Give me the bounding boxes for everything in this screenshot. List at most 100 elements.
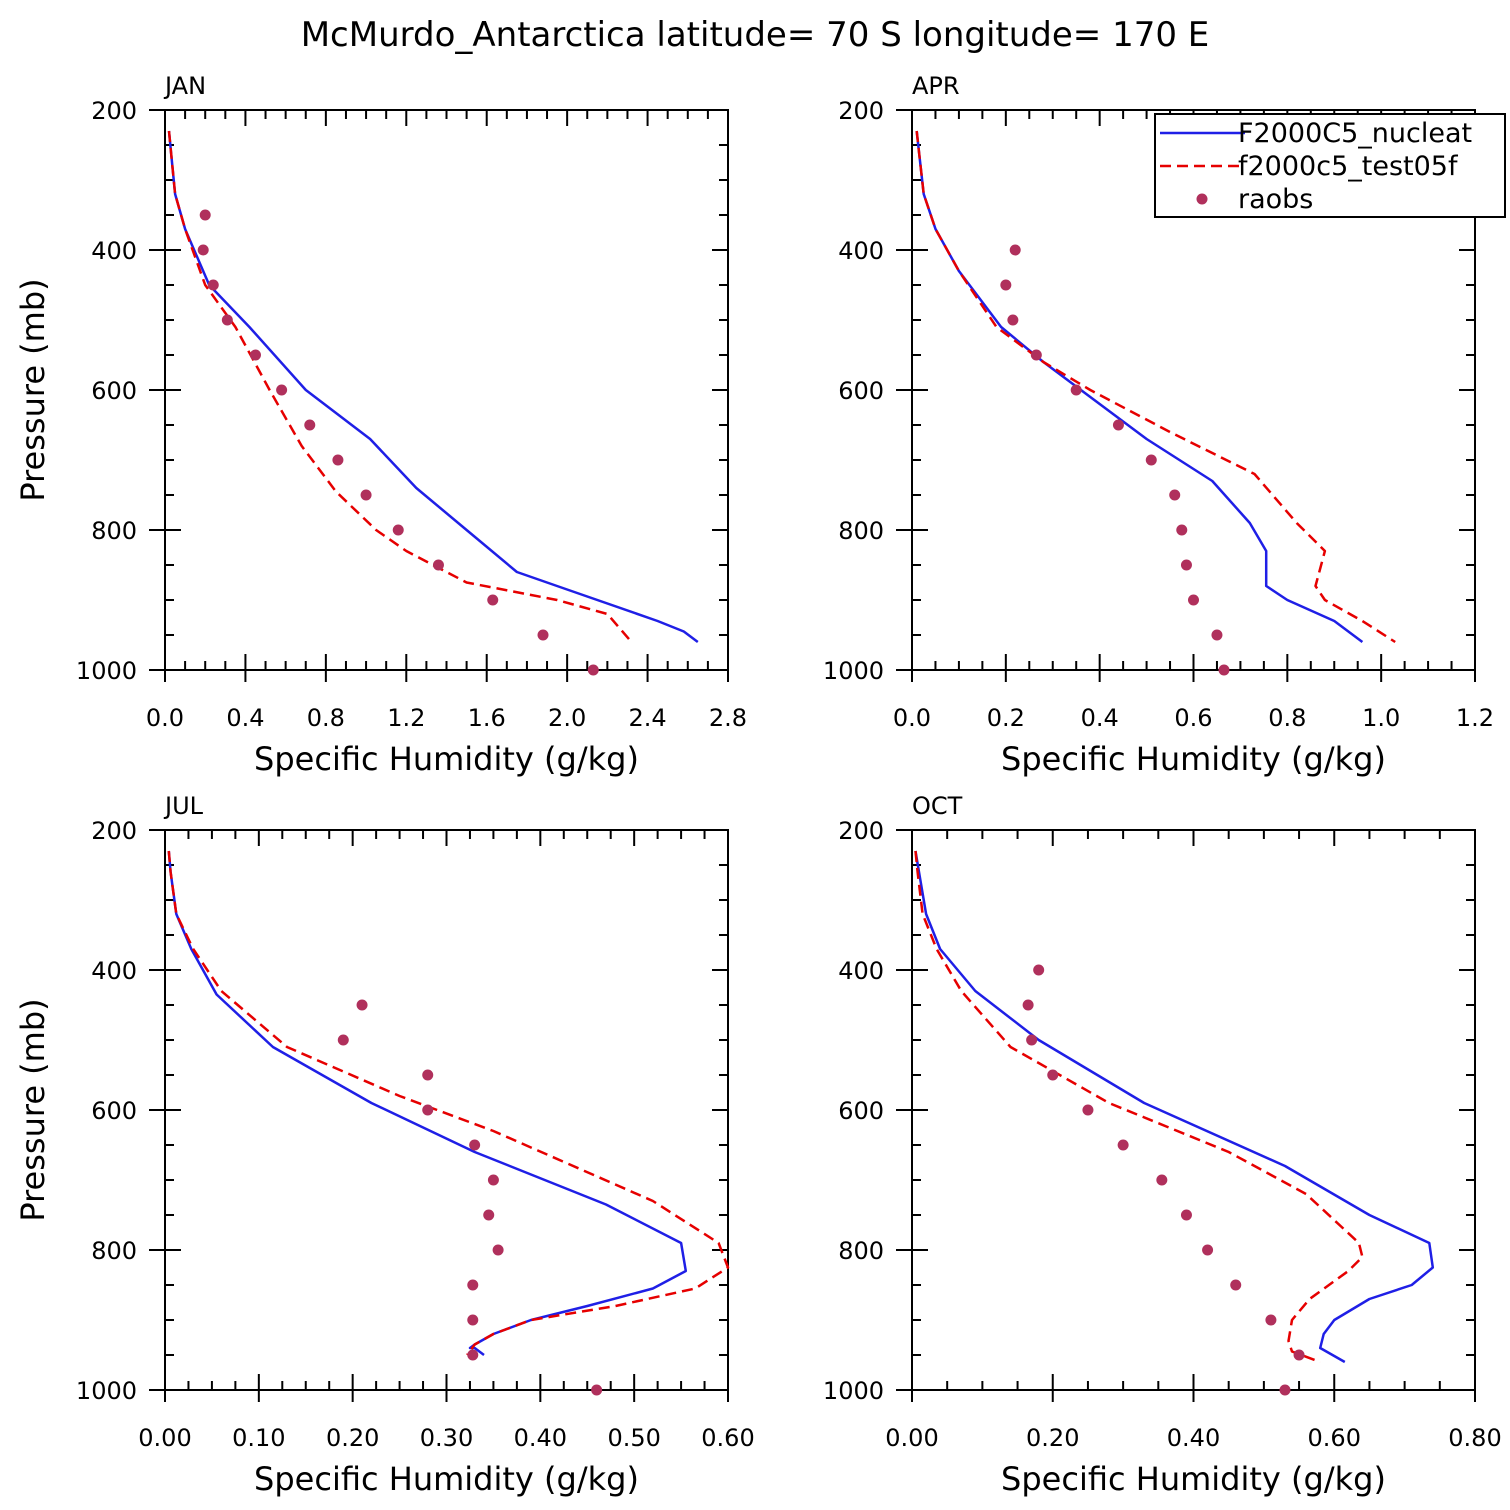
y-tick-label: 600 <box>91 1097 137 1125</box>
y-tick-label: 600 <box>838 1097 884 1125</box>
y-tick-label: 600 <box>838 377 884 405</box>
x-tick-label: 0.0 <box>146 704 184 732</box>
x-tick-label: 1.6 <box>468 704 506 732</box>
raobs-point <box>1293 1349 1305 1361</box>
x-tick-label: 0.80 <box>1448 1424 1501 1452</box>
plot-frame <box>911 829 1476 1391</box>
x-tick-label: 0.30 <box>420 1424 473 1452</box>
panel-jan: JAN 200 400 600 800 1000 0.0 0.4 0.8 1.2 1.6 2.0 2.4… <box>14 72 747 778</box>
raobs-point <box>1156 1174 1168 1186</box>
raobs-point <box>1022 999 1034 1011</box>
raobs-point <box>304 419 316 431</box>
y-axis-label: Pressure (mb) <box>14 278 52 501</box>
legend-label: raobs <box>1238 184 1313 215</box>
y-tick-label: 400 <box>838 237 884 265</box>
series-line-f2000c5-test05f <box>167 850 730 1356</box>
x-tick-label: 0.10 <box>232 1424 285 1452</box>
raobs-point <box>221 314 233 326</box>
x-tick-label: 0.50 <box>607 1424 660 1452</box>
series-line-f2000c5-nucleat <box>914 850 1435 1364</box>
y-tick-label: 400 <box>91 237 137 265</box>
raobs-point <box>467 1314 479 1326</box>
y-tick-label: 400 <box>91 957 137 985</box>
x-tick-label: 0.40 <box>1167 1424 1220 1452</box>
panel-title: JAN <box>163 72 206 100</box>
y-tick-label: 1000 <box>823 1377 884 1405</box>
raobs-point <box>1211 629 1223 641</box>
raobs-point <box>1180 1209 1192 1221</box>
y-tick-label: 1000 <box>76 1377 137 1405</box>
raobs-point <box>1145 454 1157 466</box>
raobs-point <box>537 629 549 641</box>
figure-title: McMurdo_Antarctica latitude= 70 S longit… <box>301 15 1210 55</box>
y-tick-label: 600 <box>91 377 137 405</box>
plot-frame <box>164 109 729 671</box>
x-tick-label: 1.0 <box>1362 704 1400 732</box>
raobs-point <box>1218 664 1230 676</box>
raobs-point <box>1007 314 1019 326</box>
raobs-point <box>422 1069 434 1081</box>
raobs-point <box>467 1279 479 1291</box>
legend-swatch-point <box>1196 193 1208 205</box>
raobs-point <box>249 349 261 361</box>
raobs-point <box>1117 1139 1129 1151</box>
raobs-point <box>199 209 211 221</box>
raobs-point <box>207 279 219 291</box>
raobs-point <box>483 1209 495 1221</box>
raobs-point <box>487 1174 499 1186</box>
raobs-point <box>492 1244 504 1256</box>
raobs-point <box>487 594 499 606</box>
panel-title: APR <box>912 72 960 100</box>
raobs-point <box>469 1139 481 1151</box>
legend-label: F2000C5_nucleat <box>1238 118 1472 149</box>
x-tick-label: 0.4 <box>226 704 264 732</box>
raobs-point <box>1112 419 1124 431</box>
x-tick-label: 2.4 <box>628 704 666 732</box>
y-tick-label: 1000 <box>76 657 137 685</box>
panel-apr: APR 200 400 600 800 1000 0.0 0.2 0.4 0.6 0.8 1.0 1.2… <box>823 72 1494 778</box>
x-tick-label: 0.00 <box>885 1424 938 1452</box>
y-tick-label: 1000 <box>823 657 884 685</box>
raobs-point <box>1070 384 1082 396</box>
x-tick-label: 0.20 <box>1026 1424 1079 1452</box>
series-line-f2000c5-nucleat <box>915 130 1364 644</box>
x-tick-label: 0.8 <box>307 704 345 732</box>
panel-title: OCT <box>912 792 963 820</box>
series-line-f2000c5-test05f <box>914 850 1364 1364</box>
raobs-point <box>467 1349 479 1361</box>
raobs-point <box>1279 1384 1291 1396</box>
raobs-point <box>432 559 444 571</box>
raobs-point <box>1047 1069 1059 1081</box>
raobs-point <box>1265 1314 1277 1326</box>
x-tick-label: 2.0 <box>548 704 586 732</box>
raobs-point <box>1009 244 1021 256</box>
x-axis-label: Specific Humidity (g/kg) <box>1001 1460 1386 1498</box>
raobs-point <box>591 1384 603 1396</box>
legend-label: f2000c5_test05f <box>1238 151 1459 182</box>
raobs-point <box>332 454 344 466</box>
raobs-point <box>276 384 288 396</box>
y-tick-label: 200 <box>91 97 137 125</box>
y-tick-label: 800 <box>838 1237 884 1265</box>
x-axis-label: Specific Humidity (g/kg) <box>254 740 639 778</box>
y-tick-label: 200 <box>91 817 137 845</box>
x-tick-label: 1.2 <box>1456 704 1494 732</box>
series-line-f2000c5-nucleat <box>167 850 688 1356</box>
raobs-point <box>1188 594 1199 606</box>
raobs-point <box>1176 524 1188 536</box>
x-tick-label: 0.00 <box>138 1424 191 1452</box>
raobs-point <box>1030 349 1042 361</box>
panels: JAN 200 400 600 800 1000 0.0 0.4 0.8 1.2 1.6 2.0 2.4… <box>14 72 1502 1498</box>
raobs-point <box>1230 1279 1242 1291</box>
x-tick-label: 2.8 <box>709 704 747 732</box>
x-tick-label: 0.20 <box>326 1424 379 1452</box>
y-tick-label: 200 <box>838 817 884 845</box>
raobs-point <box>360 489 372 501</box>
raobs-point <box>1026 1034 1038 1046</box>
y-tick-label: 800 <box>91 517 137 545</box>
x-axis-label: Specific Humidity (g/kg) <box>254 1460 639 1498</box>
